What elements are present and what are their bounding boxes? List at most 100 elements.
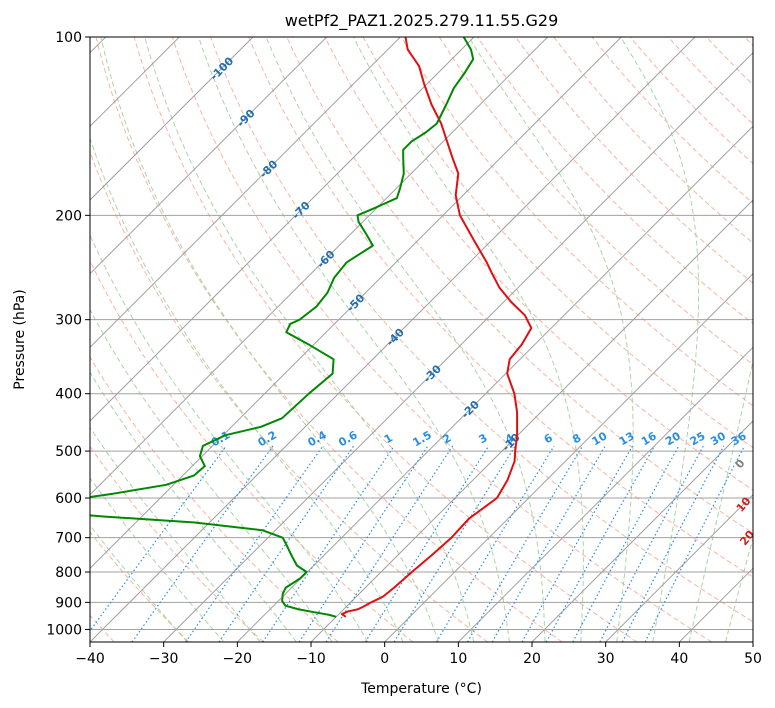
y-tick-label: 900 [55,595,82,611]
y-tick-label: 400 [55,387,82,403]
mixing-ratio-label: 30 [708,429,728,448]
x-tick-label: −30 [149,651,179,667]
dry-adiabat [706,37,753,86]
y-tick-label: 1000 [46,622,82,638]
wetbulb-label: 20 [737,528,757,548]
mixing-ratio-label: 6 [542,431,555,446]
isotherm [90,37,696,642]
x-tick-label: −20 [223,651,253,667]
background-lines [90,37,753,642]
isotherm-label: -100 [208,54,237,83]
isotherm [90,37,254,201]
dry-adiabat [324,37,753,491]
x-tick-label: 10 [449,651,467,667]
mixing-ratio-line [262,445,395,642]
mixing-ratio-line [218,445,355,642]
dry-adiabat [133,37,638,642]
dry-adiabat [90,531,190,642]
mixing-ratio-line [599,445,704,642]
mixing-ratio-line [621,445,725,642]
mixing-ratio-line [325,445,454,642]
plot-frame [89,36,754,643]
isotherm [531,420,753,642]
y-tick-label: 200 [55,208,82,224]
moist-adiabat [90,308,333,642]
y-axis-label: Pressure (hPa) [12,289,28,389]
moist-adiabat [90,233,369,642]
mixing-ratio-label: 2 [440,431,453,446]
isotherm [236,125,753,642]
mixing-ratio-label: 0.2 [256,428,279,449]
mixing-ratio-line [298,445,429,642]
mixing-ratio-line [545,445,656,642]
isotherm-label: -90 [234,106,257,129]
mixing-ratio-line [131,445,274,642]
moist-adiabat [198,37,510,642]
isotherm [90,37,401,349]
x-tick-label: 20 [523,651,541,667]
mixing-ratio-label: 3 [476,431,489,446]
isotherm [310,199,753,642]
mixing-ratio-label: 8 [570,431,583,446]
moist-adiabat [353,37,584,642]
x-tick-label: −40 [75,651,105,667]
dewpoint-line [90,37,475,618]
mixing-ratio-label: 25 [688,429,708,448]
dry-adiabat [210,37,753,623]
mixing-ratio-label: 0.4 [306,428,330,449]
mixing-ratio-label: 1.5 [410,428,433,449]
dry-adiabat [90,259,414,642]
dry-adiabat [90,356,339,642]
y-tick-label: 100 [55,30,82,46]
dry-adiabat [477,37,753,325]
dry-adiabat [553,37,753,244]
y-tick-label: 700 [55,531,82,547]
dry-adiabat [400,37,753,407]
moist-adiabat [468,37,634,642]
x-tick-label: 50 [744,651,762,667]
isotherm [90,37,328,275]
chart-title: wetPf2_PAZ1.2025.279.11.55.G29 [285,11,559,31]
dry-adiabat [362,37,753,449]
mixing-ratio-label: 0.6 [336,428,360,449]
mixing-ratio-line [521,445,634,642]
x-tick-label: −10 [296,651,326,667]
dry-adiabat [171,37,712,642]
dry-adiabat [248,37,753,578]
dry-adiabat [744,37,753,47]
moist-adiabat [688,358,753,642]
moist-adiabat [90,136,404,642]
mixing-ratio-line [466,445,584,642]
wetbulb-label: 40 [767,587,775,607]
temperature-line [340,37,533,618]
wetbulb-label: 30 [750,559,770,579]
mixing-ratio-label: 1 [382,431,395,446]
mixing-ratio-label: 13 [617,429,637,448]
mixing-ratio-line [393,445,516,642]
isotherm [163,51,753,642]
moist-adiabat [265,37,546,642]
dry-adiabat [668,37,753,125]
dry-adiabat [629,37,753,165]
y-tick-label: 300 [55,313,82,329]
isotherm [90,37,475,422]
mixing-ratio-line [364,445,490,642]
dry-adiabat [90,150,488,642]
dry-adiabat [90,445,264,642]
dry-adiabat [515,37,753,284]
isotherm [605,493,753,642]
x-axis-label: Temperature (°C) [360,681,482,697]
profile-lines [90,37,533,618]
mixing-ratio-line [572,445,680,642]
isotherm [90,37,622,570]
mixing-ratio-line [644,445,746,642]
x-tick-label: 40 [670,651,688,667]
background-labels: 0.1 0.2 0.4 0.6 1 1.5 2 3 4 6 8 10 13 16 20 25 30 36-100-… [208,54,775,607]
moist-adiabat [90,524,188,642]
y-tick-label: 600 [55,491,82,507]
moist-adiabat [90,426,261,642]
mixing-ratio-line [90,445,227,632]
mixing-ratio-label: 10 [590,429,610,448]
mixing-ratio-line [185,445,324,642]
